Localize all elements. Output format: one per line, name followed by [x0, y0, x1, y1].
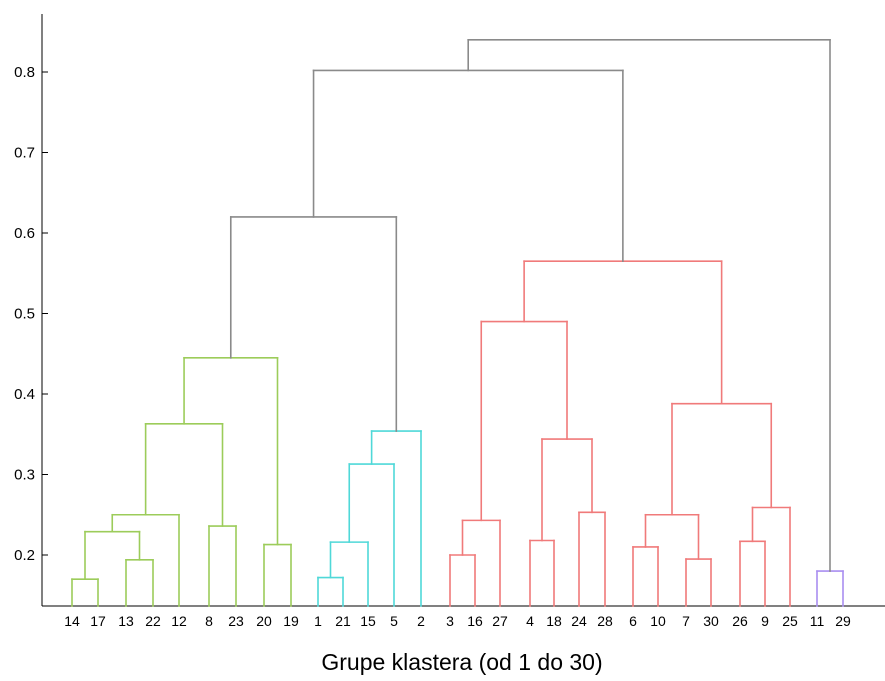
axes [42, 14, 885, 606]
leaf-label: 7 [682, 613, 690, 629]
leaf-label: 6 [629, 613, 637, 629]
leaf-label: 24 [571, 613, 587, 629]
leaf-label: 25 [782, 613, 798, 629]
leaf-label: 9 [761, 613, 769, 629]
leaf-label: 11 [810, 613, 825, 629]
leaf-label: 15 [360, 613, 376, 629]
leaf-label: 30 [703, 613, 719, 629]
leaf-label: 4 [526, 613, 534, 629]
x-axis-label: Grupe klastera (od 1 do 30) [321, 649, 602, 675]
leaf-label: 29 [835, 613, 851, 629]
y-tick-label: 0.3 [14, 467, 35, 484]
leaf-label: 22 [145, 613, 161, 629]
leaf-label: 1 [314, 613, 322, 629]
dendrogram-links [72, 40, 843, 606]
y-tick-label: 0.6 [14, 225, 35, 242]
leaf-label: 10 [650, 613, 666, 629]
y-tick-label: 0.5 [14, 306, 35, 323]
y-tick-label: 0.7 [14, 145, 35, 162]
y-tick-label: 0.4 [14, 386, 35, 403]
leaf-label: 14 [64, 613, 80, 629]
leaf-label: 20 [256, 613, 272, 629]
leaf-label: 3 [446, 613, 454, 629]
y-tick-label: 0.8 [14, 64, 35, 81]
leaf-label: 18 [546, 613, 562, 629]
leaf-label: 2 [417, 613, 425, 629]
leaf-labels: 14 17 13 22 12 8 23 20 19 1 21 15 5 2 3 16 27 4 18 24 28 6 10 7… [64, 613, 851, 629]
y-ticks: 0.2 0.3 0.4 0.5 0.6 0.7 0.8 [14, 64, 48, 564]
leaf-label: 21 [335, 613, 351, 629]
leaf-label: 17 [90, 613, 106, 629]
leaf-label: 16 [467, 613, 483, 629]
leaf-label: 26 [732, 613, 748, 629]
leaf-label: 13 [118, 613, 134, 629]
leaf-label: 23 [228, 613, 244, 629]
leaf-label: 8 [205, 613, 213, 629]
leaf-label: 27 [492, 613, 508, 629]
leaf-label: 12 [171, 613, 187, 629]
y-tick-label: 0.2 [14, 547, 35, 564]
leaf-label: 5 [390, 613, 398, 629]
leaf-label: 19 [283, 613, 299, 629]
leaf-label: 28 [597, 613, 613, 629]
